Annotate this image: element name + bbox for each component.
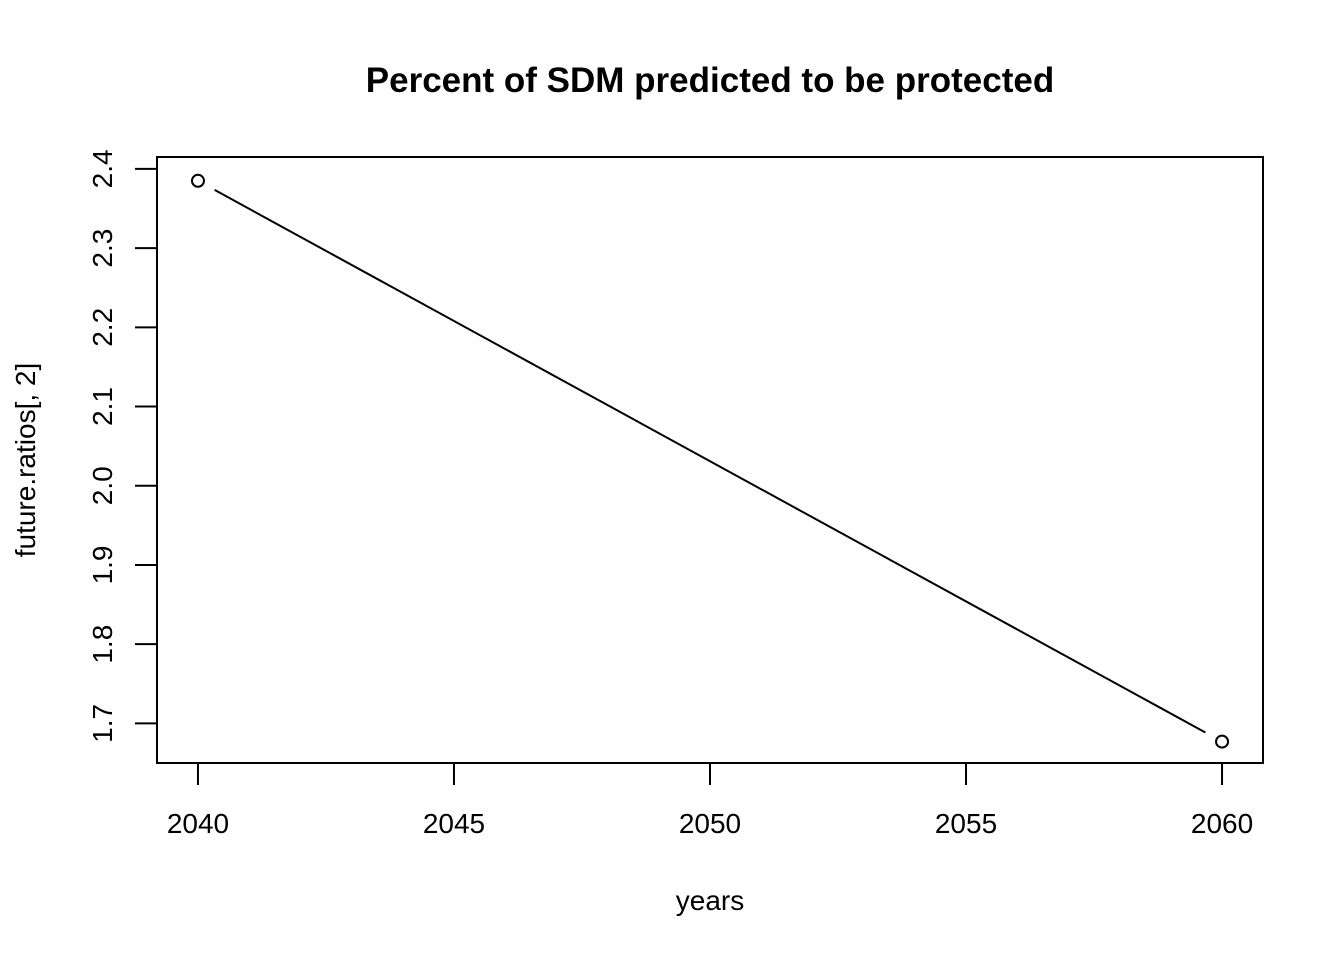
y-tick-label: 1.9 xyxy=(87,545,118,584)
data-point xyxy=(190,173,205,188)
y-axis-label: future.ratios[, 2] xyxy=(10,363,41,558)
x-axis-label: years xyxy=(676,885,744,916)
y-tick-label: 1.8 xyxy=(87,625,118,664)
data-point xyxy=(1215,734,1230,749)
y-tick-label: 2.2 xyxy=(87,308,118,347)
series-layer xyxy=(190,173,1230,749)
x-tick-label: 2040 xyxy=(167,808,229,839)
y-tick-label: 2.4 xyxy=(87,149,118,188)
y-tick-label: 1.7 xyxy=(87,704,118,743)
x-tick-label: 2055 xyxy=(935,808,997,839)
x-tick-label: 2060 xyxy=(1191,808,1253,839)
x-tick-label: 2050 xyxy=(679,808,741,839)
y-axis: 1.7 1.8 1.9 2.0 2.1 2.2 2.3 2.4 xyxy=(87,149,158,743)
y-tick-label: 2.0 xyxy=(87,466,118,505)
y-tick-label: 2.1 xyxy=(87,387,118,426)
chart-title: Percent of SDM predicted to be protected xyxy=(366,61,1054,100)
series-line-segment xyxy=(214,189,1206,734)
x-tick-label: 2045 xyxy=(423,808,485,839)
x-axis: 2040 2045 2050 2055 2060 xyxy=(167,762,1253,839)
y-tick-label: 2.3 xyxy=(87,229,118,268)
